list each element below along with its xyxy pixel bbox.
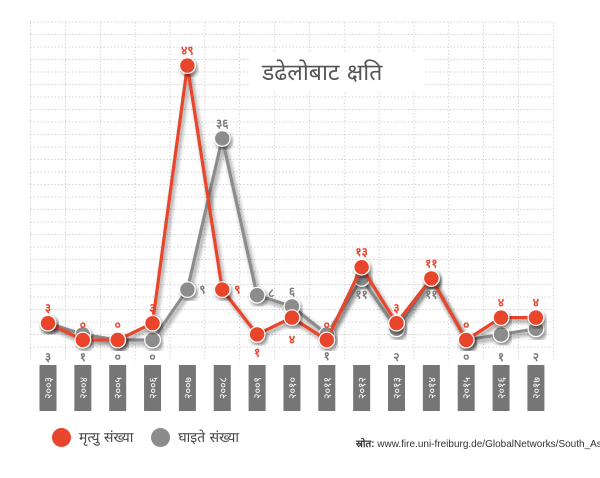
data-point-deaths	[527, 309, 545, 327]
data-label-deaths: ०	[80, 318, 86, 332]
data-label-deaths: ३	[393, 301, 399, 315]
data-label-injured: ३६	[216, 116, 229, 130]
data-label-injured: ३	[45, 350, 51, 364]
line-chart: २००३ २००४ २००५ २००६ २००७ २००८ २००९ २०१० २०११ २०१२…	[30, 21, 554, 411]
data-point-deaths	[109, 331, 127, 349]
year-box	[318, 365, 336, 411]
data-point-deaths	[283, 309, 301, 327]
legend-item-deaths: मृत्यु संख्या	[52, 428, 133, 447]
data-label-deaths: ११	[425, 256, 437, 270]
data-label-injured: ११	[355, 287, 367, 301]
x-tick-label: २००६	[148, 377, 160, 399]
x-tick-label: २००८	[217, 377, 229, 399]
data-label-deaths: ४	[498, 296, 504, 310]
data-point-injured	[213, 129, 231, 147]
data-label-deaths: ३	[149, 301, 155, 315]
data-label-injured: ०	[149, 350, 155, 364]
data-label-deaths: ४	[533, 296, 539, 310]
legend-item-injured: घाइते संख्या	[151, 428, 239, 447]
data-point-deaths	[248, 326, 266, 343]
x-tick-label: २०१७	[531, 377, 543, 399]
year-box	[109, 365, 127, 411]
data-label-injured: १	[498, 350, 504, 364]
x-tick-label: २००४	[78, 377, 90, 399]
x-tick-label: २०१६	[496, 377, 508, 399]
data-point-deaths	[388, 314, 405, 332]
chart-title: डढेलोबाट क्षति	[261, 59, 383, 86]
x-tick-label: २००५	[113, 377, 125, 399]
data-label-injured: १	[324, 349, 330, 363]
data-point-injured	[248, 286, 266, 304]
data-point-injured	[178, 281, 196, 299]
x-tick-label: २००९	[252, 377, 264, 399]
data-point-deaths	[213, 281, 231, 299]
source-url: www.fire.uni-freiburg.de/GlobalNetworks/…	[377, 439, 600, 450]
data-label-deaths: १	[254, 345, 260, 359]
data-label-deaths: ९	[234, 283, 240, 297]
source-note: स्रोत: www.fire.uni-freiburg.de/GlobalNe…	[356, 436, 600, 450]
x-tick-label: २०१२	[357, 377, 369, 399]
year-box	[178, 365, 196, 411]
data-point-deaths	[74, 331, 92, 349]
data-point-deaths	[492, 309, 510, 327]
year-box	[213, 365, 231, 411]
data-label-deaths: ४	[289, 333, 295, 347]
legend-swatch-injured	[151, 428, 171, 447]
data-point-deaths	[39, 314, 57, 332]
data-label-injured: २	[533, 350, 539, 364]
legend-swatch-deaths	[52, 428, 71, 447]
data-label-injured: ०	[115, 350, 121, 364]
data-label-deaths: ०	[463, 318, 469, 332]
year-box	[283, 365, 301, 411]
chart-series	[39, 57, 545, 349]
data-point-deaths	[178, 57, 196, 74]
data-label-injured: १	[80, 350, 86, 364]
data-label-injured: ८	[268, 286, 274, 300]
data-point-deaths	[144, 314, 161, 332]
year-box	[144, 365, 162, 411]
x-tick-label: २०१३	[392, 377, 404, 399]
data-label-injured: ६	[289, 284, 296, 298]
year-box	[527, 365, 545, 411]
x-tick-label: २००३	[43, 377, 55, 399]
data-label-injured: ०	[463, 350, 469, 364]
x-tick-label: २०१०	[287, 377, 299, 399]
data-point-deaths	[353, 258, 371, 276]
data-point-deaths	[422, 270, 440, 287]
year-box	[248, 365, 266, 411]
x-tick-label: २०१५	[461, 377, 473, 399]
data-label-injured: २	[393, 350, 399, 364]
data-label-deaths: ४९	[181, 44, 193, 58]
legend-label-deaths: मृत्यु संख्या	[79, 430, 134, 446]
year-box	[353, 365, 371, 411]
legend-label-injured: घाइते संख्या	[178, 430, 240, 446]
data-label-injured: ११	[425, 287, 437, 301]
x-tick-label: २०१४	[426, 377, 438, 399]
title-background	[250, 52, 425, 90]
year-box	[492, 365, 510, 411]
data-point-injured	[144, 331, 161, 349]
chart-legend: मृत्यु संख्या घाइते संख्या	[52, 428, 257, 447]
x-tick-label: २०११	[322, 377, 334, 399]
year-box	[457, 365, 475, 411]
data-label-deaths: ०	[324, 318, 330, 332]
data-label-deaths: १३	[355, 245, 367, 259]
data-label-deaths: ३	[45, 301, 51, 315]
year-box	[74, 365, 92, 411]
x-axis: २००३ २००४ २००५ २००६ २००७ २००८ २००९ २०१० २०११ २०१२…	[39, 365, 545, 411]
source-label: स्रोत:	[356, 439, 375, 450]
data-label-deaths: ०	[115, 318, 121, 332]
data-label-injured: ९	[199, 283, 205, 297]
year-box	[39, 365, 57, 411]
year-box	[422, 365, 440, 411]
data-point-deaths	[318, 331, 336, 349]
x-tick-label: २००७	[182, 377, 194, 399]
data-point-injured	[492, 326, 510, 343]
year-box	[388, 365, 405, 411]
data-point-deaths	[457, 331, 475, 349]
